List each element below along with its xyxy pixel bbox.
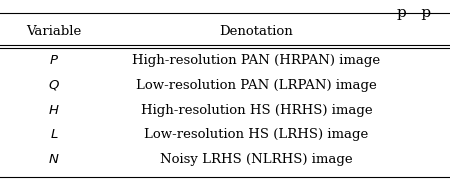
Text: p   p: p p xyxy=(397,6,431,20)
Text: High-resolution PAN (HRPAN) image: High-resolution PAN (HRPAN) image xyxy=(132,54,381,67)
Text: $H$: $H$ xyxy=(48,104,60,117)
Text: $Q$: $Q$ xyxy=(48,78,60,93)
Text: $P$: $P$ xyxy=(49,54,59,67)
Text: $N$: $N$ xyxy=(48,153,60,166)
Text: Noisy LRHS (NLRHS) image: Noisy LRHS (NLRHS) image xyxy=(160,153,353,166)
Text: Low-resolution PAN (LRPAN) image: Low-resolution PAN (LRPAN) image xyxy=(136,79,377,92)
Text: Denotation: Denotation xyxy=(220,25,293,38)
Text: $L$: $L$ xyxy=(50,128,58,141)
Text: High-resolution HS (HRHS) image: High-resolution HS (HRHS) image xyxy=(141,104,372,117)
Text: Low-resolution HS (LRHS) image: Low-resolution HS (LRHS) image xyxy=(144,128,369,141)
Text: Variable: Variable xyxy=(27,25,81,38)
